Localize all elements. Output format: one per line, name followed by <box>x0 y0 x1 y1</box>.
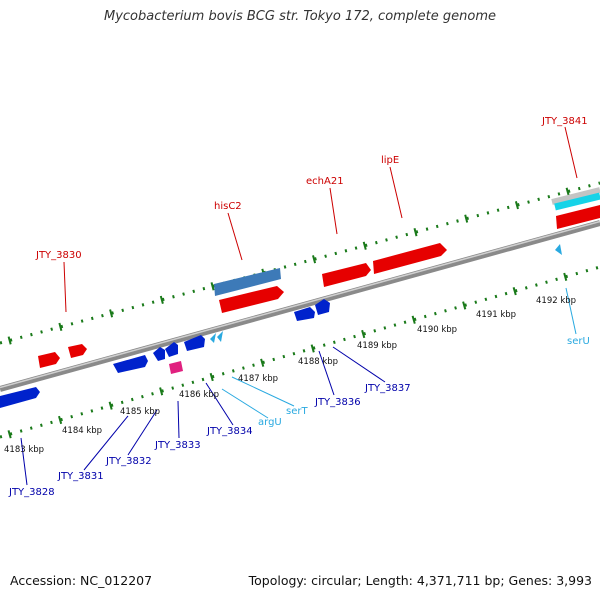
trna-argU[interactable] <box>210 333 216 343</box>
gene-lipE[interactable] <box>373 243 447 274</box>
gene-forward-small[interactable] <box>68 344 87 358</box>
label-argU[interactable]: argU <box>258 417 282 428</box>
scale-label: 4188 kbp <box>298 357 338 367</box>
label-jty-3833[interactable]: JTY_3833 <box>154 440 201 451</box>
major-tick <box>312 255 317 264</box>
major-tick <box>362 241 367 250</box>
major-tick <box>209 372 214 382</box>
label-jty-3828[interactable]: JTY_3828 <box>8 487 55 498</box>
scale-label: 4190 kbp <box>417 325 457 335</box>
major-tick <box>7 430 12 439</box>
scale-label: 4184 kbp <box>62 426 102 436</box>
trna-labels: argU serT serU <box>258 336 590 428</box>
gene-jty-3841[interactable] <box>556 205 600 229</box>
trna-serT[interactable] <box>217 331 223 342</box>
backbone-ring <box>0 220 600 392</box>
major-tick <box>563 272 568 281</box>
reverse-gene-labels: JTY_3828 JTY_3831 JTY_3832 JTY_3833 JTY_… <box>8 383 411 498</box>
label-jty-3841[interactable]: JTY_3841 <box>541 116 588 127</box>
major-tick <box>361 329 366 339</box>
major-tick <box>108 401 113 410</box>
label-jty-3830[interactable]: JTY_3830 <box>35 250 82 261</box>
major-tick <box>260 358 265 367</box>
label-jty-3832[interactable]: JTY_3832 <box>105 456 152 467</box>
scale-label: 4192 kbp <box>536 296 576 306</box>
major-tick <box>109 309 114 318</box>
track-grey <box>551 187 600 205</box>
label-serT[interactable]: serT <box>286 406 308 417</box>
major-tick <box>58 322 63 332</box>
track-cyan <box>554 192 600 211</box>
major-tick <box>464 214 469 223</box>
scale-labels: 4183 kbp 4184 kbp 4185 kbp 4186 kbp 4187… <box>4 296 576 455</box>
major-tick <box>462 301 467 310</box>
major-tick <box>411 315 416 324</box>
major-tick <box>512 287 517 296</box>
backbone-highlight <box>0 220 600 389</box>
scale-label: 4189 kbp <box>357 341 397 351</box>
label-serU[interactable]: serU <box>567 336 590 347</box>
trna-serU[interactable] <box>555 244 562 255</box>
gene-hisC2-rrna[interactable] <box>214 268 281 296</box>
gene-jty-3834[interactable] <box>184 335 205 351</box>
scale-label: 4191 kbp <box>476 310 516 320</box>
forward-gene-labels: JTY_3830 hisC2 echA21 lipE JTY_3841 <box>35 116 588 261</box>
major-tick <box>565 187 570 196</box>
label-jty-3831[interactable]: JTY_3831 <box>57 471 104 482</box>
gene-jty-3836[interactable] <box>294 307 315 321</box>
scale-label: 4183 kbp <box>4 445 44 455</box>
major-tick <box>7 336 12 345</box>
major-tick <box>159 295 164 304</box>
major-tick <box>310 344 315 353</box>
label-jty-3837[interactable]: JTY_3837 <box>364 383 411 394</box>
gene-jty-3833[interactable] <box>165 342 178 357</box>
gene-hisC2[interactable] <box>219 286 284 313</box>
accession-text: Accession: NC_012207 <box>10 573 153 588</box>
gene-jty-3830[interactable] <box>38 352 60 368</box>
topology-stats-text: Topology: circular; Length: 4,371,711 bp… <box>248 573 592 588</box>
misc-feature[interactable] <box>169 361 183 374</box>
gene-jty-3837[interactable] <box>315 299 330 315</box>
major-tick <box>159 387 164 396</box>
major-tick <box>210 282 215 291</box>
label-echA21[interactable]: echA21 <box>306 176 344 187</box>
scale-label: 4187 kbp <box>238 374 278 384</box>
label-lipE[interactable]: lipE <box>381 155 399 166</box>
gene-jty-3831[interactable] <box>113 355 148 373</box>
major-tick <box>514 201 519 210</box>
leader-lines <box>20 126 578 486</box>
map-title: Mycobacterium bovis BCG str. Tokyo 172, … <box>104 9 496 24</box>
major-ticks <box>7 187 570 439</box>
gene-jty-3828[interactable] <box>0 387 40 408</box>
major-tick <box>413 228 418 237</box>
gene-jty-3832[interactable] <box>153 347 165 361</box>
gene-echA21[interactable] <box>322 263 371 287</box>
label-jty-3836[interactable]: JTY_3836 <box>314 397 361 408</box>
major-tick <box>58 415 63 425</box>
label-hisC2[interactable]: hisC2 <box>214 201 242 212</box>
scale-label: 4186 kbp <box>179 390 219 400</box>
label-jty-3834[interactable]: JTY_3834 <box>206 426 253 437</box>
scale-label: 4185 kbp <box>120 407 160 417</box>
